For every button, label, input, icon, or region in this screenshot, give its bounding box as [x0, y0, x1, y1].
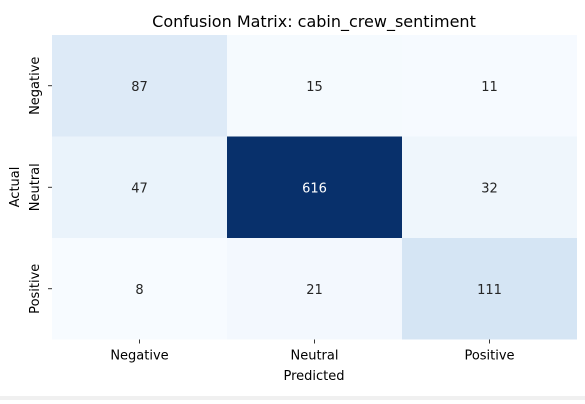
cell-value-label: 32 [481, 181, 498, 196]
x-tick-label: Negative [110, 349, 168, 364]
heatmap-cell [52, 35, 227, 137]
heatmap-cells [52, 35, 577, 340]
y-axis-ticks: Negative Neutral Positive [28, 57, 52, 314]
cell-value-label: 8 [135, 283, 143, 298]
x-axis-label: Predicted [283, 369, 344, 384]
y-tick-label: Negative [28, 57, 43, 115]
heatmap-cell [227, 35, 402, 137]
y-tick-label: Positive [28, 264, 43, 314]
heatmap-cell [402, 136, 577, 238]
bottom-edge [0, 396, 585, 400]
x-tick-label: Neutral [291, 349, 339, 364]
cell-value-label: 47 [131, 181, 148, 196]
cell-value-label: 21 [306, 283, 323, 298]
heatmap-cell [52, 238, 227, 340]
y-axis-label: Actual [8, 167, 23, 208]
heatmap-cell [402, 35, 577, 137]
heatmap-cell-labels: 87 15 11 47 616 32 8 21 111 [131, 80, 502, 298]
cell-value-label: 11 [481, 80, 498, 95]
y-tick-label: Neutral [28, 163, 43, 211]
x-tick-label: Positive [464, 349, 514, 364]
heatmap-cell [402, 238, 577, 340]
heatmap-cell [227, 238, 402, 340]
cell-value-label: 15 [306, 80, 323, 95]
heatmap-cell [52, 136, 227, 238]
cell-value-label: 111 [477, 283, 502, 298]
heatmap-cell [227, 136, 402, 238]
chart-title: Confusion Matrix: cabin_crew_sentiment [152, 12, 476, 32]
cell-value-label: 616 [302, 181, 327, 196]
cell-value-label: 87 [131, 80, 148, 95]
x-axis-ticks: Negative Neutral Positive [110, 339, 515, 364]
